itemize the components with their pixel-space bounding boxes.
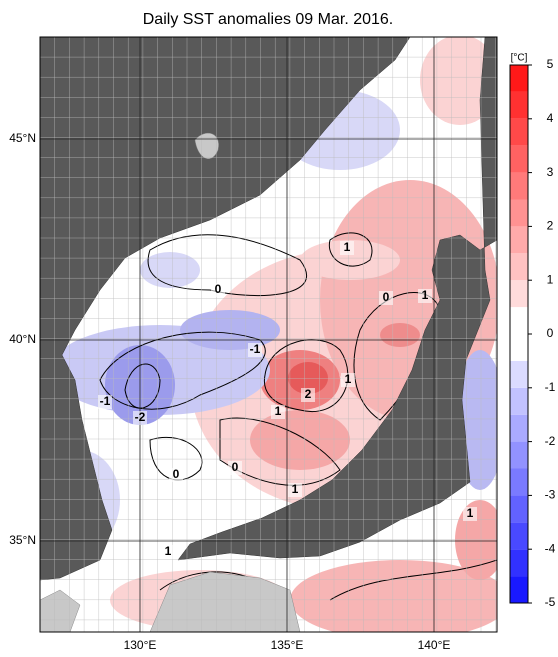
colorbar-band [510, 441, 528, 469]
land [40, 37, 497, 581]
map-frame [39, 36, 498, 633]
colorbar-band [510, 172, 528, 200]
colorbar-tick-label: -2 [545, 434, 556, 448]
contour-label: 1 [292, 482, 299, 496]
contour-label-bg [301, 388, 315, 402]
lat-tick-label: 35°N [9, 533, 36, 547]
colorbar-band [510, 253, 528, 281]
lat-tick-label: 45°N [9, 131, 36, 145]
contour-label: 0 [232, 460, 239, 474]
title: Daily SST anomalies 09 Mar. 2016. [143, 11, 394, 28]
colorbar-band [510, 65, 528, 92]
contour-label-bg [248, 343, 262, 357]
contour-label: -2 [135, 410, 146, 424]
contour-label-bg [98, 395, 112, 409]
lon-tick-label: 130°E [124, 638, 157, 652]
colorbar-band [510, 414, 528, 442]
colorbar-unit: [°C] [511, 53, 528, 64]
contour-label-bg [161, 545, 175, 559]
contour-label-bg [169, 468, 183, 482]
colorbar-tick-label: -5 [545, 595, 556, 609]
colorbar-tick-label: 2 [547, 219, 554, 233]
colorbar-band [510, 307, 528, 334]
colorbar-tick-label: 4 [547, 111, 554, 125]
colorbar-band [510, 387, 528, 415]
colorbar-tick-label: -4 [545, 541, 556, 555]
contour-label: 0 [383, 290, 390, 304]
contour-label-bg [463, 507, 477, 521]
contour-label: 1 [275, 404, 282, 418]
contour-label: 1 [422, 288, 429, 302]
map: 1 0 1 0 -1 1 2 -1 -2 1 0 0 1 1 1 [40, 37, 497, 632]
contour-label: 1 [165, 544, 172, 558]
colorbar-band [510, 468, 528, 496]
contour-label-bg [228, 461, 242, 475]
outer-land [40, 132, 301, 632]
axes: 130°E 135°E 140°E 35°N 40°N 45°N [9, 131, 450, 652]
colorbar-band [510, 226, 528, 254]
colorbar-band [510, 118, 528, 146]
contour-label-bg [341, 373, 355, 387]
colorbar: -5 -4 -3 -2 -1 0 1 2 3 4 5 [509, 57, 556, 609]
colorbar-band [510, 522, 528, 550]
lon-tick-label: 135°E [271, 638, 304, 652]
contour-label-bg [133, 411, 147, 425]
colorbar-tick-label: 1 [547, 272, 554, 286]
contour-label: 0 [173, 467, 180, 481]
lat-tick-label: 40°N [9, 332, 36, 346]
contour-label-bg [379, 291, 393, 305]
contour-label-bg [418, 289, 432, 303]
colorbar-tick-label: 0 [547, 326, 554, 340]
graticule [40, 37, 497, 632]
colorbar-band [510, 495, 528, 523]
contour-label: 1 [467, 506, 474, 520]
colorbar-band [510, 360, 528, 388]
colorbar-band [510, 576, 528, 603]
contour-label: 0 [215, 282, 222, 296]
colorbar-tick-label: -1 [545, 380, 556, 394]
contour-label: 1 [344, 240, 351, 254]
colorbar-tick-label: 3 [547, 165, 554, 179]
colorbar-band [510, 280, 528, 308]
colorbar-tick-label: 5 [547, 57, 554, 71]
contour-label: -1 [100, 394, 111, 408]
lon-tick-label: 140°E [418, 638, 451, 652]
colorbar-band [510, 199, 528, 227]
contour-label-bg [271, 405, 285, 419]
contour-label-bg [288, 483, 302, 497]
colorbar-band [510, 549, 528, 577]
contour-label: 1 [345, 372, 352, 386]
contour-label: 2 [305, 387, 312, 401]
contour-labels: 1 0 1 0 -1 1 2 -1 -2 1 0 0 1 1 1 [98, 240, 477, 559]
contour-label: -1 [250, 342, 261, 356]
contour-label-bg [211, 283, 225, 297]
colorbar-band [510, 91, 528, 119]
colorbar-band [510, 334, 528, 361]
contour-label-bg [340, 241, 354, 255]
colorbar-band [510, 145, 528, 173]
colorbar-tick-label: -3 [545, 488, 556, 502]
